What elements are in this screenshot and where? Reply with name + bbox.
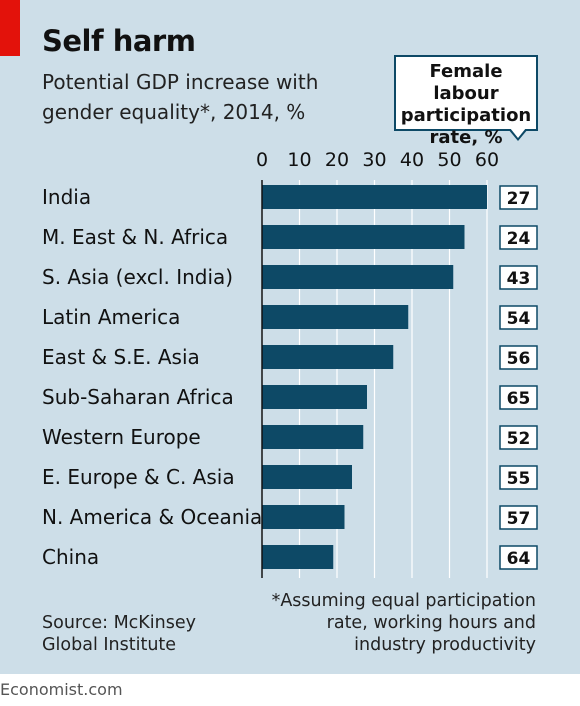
category-label-2: S. Asia (excl. India) [42, 265, 233, 289]
participation-value-7: 55 [507, 469, 531, 489]
participation-value-0: 27 [507, 189, 531, 209]
x-tick-label-60: 60 [475, 149, 499, 171]
bar-9 [262, 545, 334, 569]
participation-box-9 [499, 545, 538, 570]
bar-2 [262, 265, 454, 289]
bar-7 [262, 465, 352, 489]
category-label-6: Western Europe [42, 425, 201, 449]
note-line1: *Assuming equal participation [271, 591, 536, 611]
participation-box-6 [499, 425, 538, 450]
category-label-0: India [42, 185, 91, 209]
x-tick-label-10: 10 [287, 149, 311, 171]
category-label-8: N. America & Oceania [42, 505, 262, 529]
callout-pointer-fill [510, 128, 526, 138]
callout-line2: participation [400, 105, 532, 126]
chart-subtitle-line2: gender equality*, 2014, % [42, 100, 306, 124]
category-label-4: East & S.E. Asia [42, 345, 200, 369]
bar-1 [262, 225, 465, 249]
x-tick-label-30: 30 [362, 149, 386, 171]
participation-value-5: 65 [507, 389, 531, 409]
bar-5 [262, 385, 367, 409]
participation-value-1: 24 [507, 229, 531, 249]
bar-0 [262, 185, 487, 209]
note-line2: rate, working hours and [326, 613, 536, 633]
participation-value-8: 57 [507, 509, 531, 529]
category-label-5: Sub-Saharan Africa [42, 385, 234, 409]
source-line2: Global Institute [42, 635, 177, 655]
assumption-note: *Assuming equal participation rate, work… [272, 590, 536, 656]
participation-box-5 [499, 385, 538, 410]
x-tick-label-20: 20 [325, 149, 349, 171]
source-line1: Source: McKinsey [42, 613, 196, 633]
participation-value-4: 56 [507, 349, 531, 369]
bar-8 [262, 505, 345, 529]
participation-box-3 [499, 305, 538, 330]
bar-4 [262, 345, 394, 369]
callout-line3: rate, % [429, 127, 503, 148]
bar-6 [262, 425, 364, 449]
economist-brand: Economist.com [0, 680, 123, 699]
red-accent-bar [0, 0, 20, 56]
source-note: Source: McKinsey Global Institute [42, 612, 196, 656]
participation-box-8 [499, 505, 538, 530]
participation-box-4 [499, 345, 538, 370]
x-tick-label-40: 40 [400, 149, 424, 171]
participation-value-3: 54 [507, 309, 531, 329]
participation-value-6: 52 [507, 429, 531, 449]
chart-subtitle-line1: Potential GDP increase with [42, 70, 319, 94]
bar-3 [262, 305, 409, 329]
bar-chart: 0 10 20 30 40 50 60 India 27 M. East & N. Africa 2… [42, 149, 538, 578]
callout-line1: Female labour [429, 61, 503, 104]
participation-value-9: 64 [507, 549, 531, 569]
x-tick-label-0: 0 [256, 149, 268, 171]
category-label-3: Latin America [42, 305, 180, 329]
participation-box-1 [499, 225, 538, 250]
category-label-1: M. East & N. Africa [42, 225, 228, 249]
note-line3: industry productivity [354, 635, 536, 655]
participation-box-2 [499, 265, 538, 290]
participation-box-7 [499, 465, 538, 490]
category-label-7: E. Europe & C. Asia [42, 465, 235, 489]
participation-box-0 [499, 185, 538, 210]
participation-callout: Female labour participation rate, % [394, 55, 538, 148]
x-tick-label-50: 50 [437, 149, 461, 171]
participation-value-2: 43 [507, 269, 531, 289]
category-label-9: China [42, 545, 99, 569]
chart-title: Self harm [42, 24, 196, 58]
